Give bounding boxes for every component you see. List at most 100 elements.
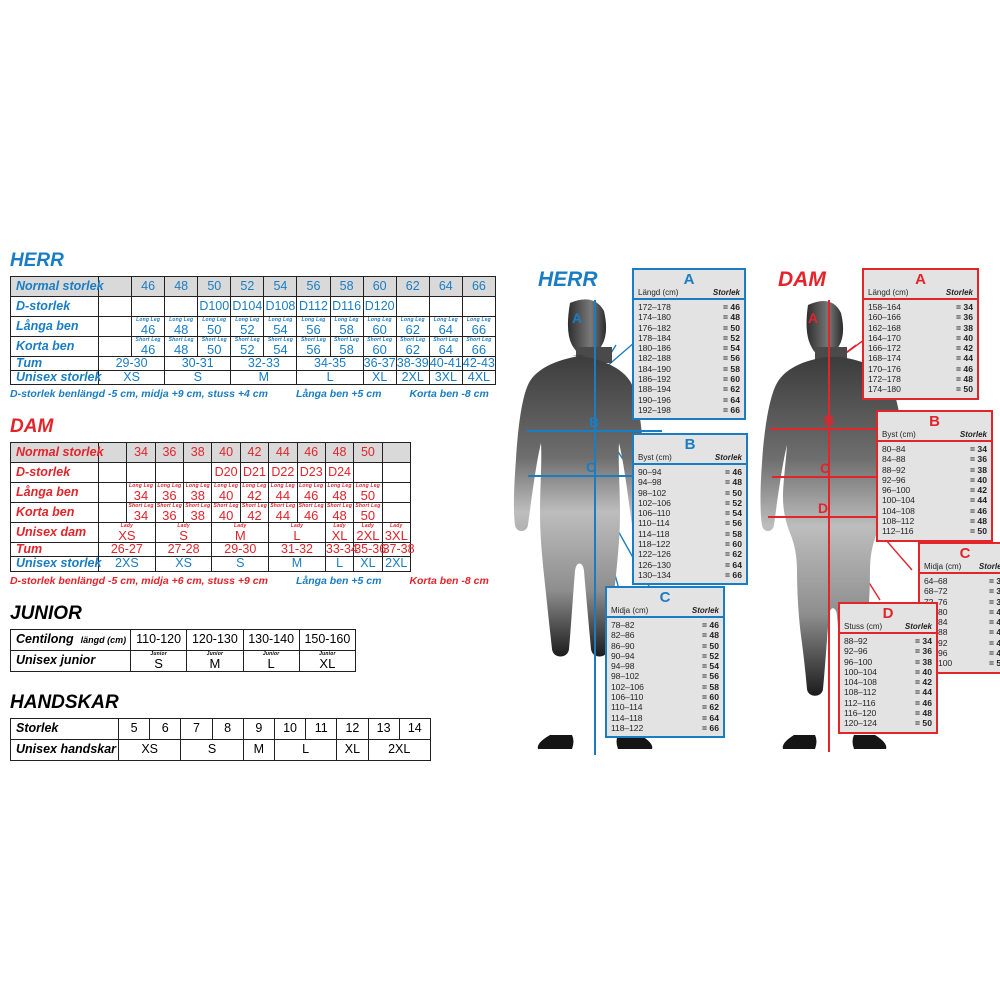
measure-size: = 48	[970, 516, 987, 527]
measure-row: 114–118 = 58	[638, 529, 742, 539]
measure-size: = 44	[970, 495, 987, 506]
table-cell	[131, 296, 166, 317]
table-cell: 32-33	[230, 355, 298, 372]
measure-range: 112–116	[882, 526, 914, 537]
cell-value: 50	[207, 342, 222, 357]
measure-size: = 38	[970, 464, 987, 475]
measure-range: 92–96	[844, 646, 868, 657]
measure-row: 102–106 = 58	[611, 682, 719, 692]
measure-row: 100–104 = 40	[844, 667, 932, 677]
table-row: Normal storlek 34 36 38 40 42 44 46 48 50	[10, 442, 411, 464]
measure-size: = 42	[989, 617, 1000, 628]
measure-row: 162–168 = 38	[868, 323, 973, 333]
dam-footnote-2: Korta ben -8 cm	[409, 574, 489, 587]
cell-value: 40	[218, 508, 234, 524]
measure-size: = 36	[989, 586, 1000, 597]
table-cell: 31-32	[268, 542, 326, 558]
measure-size: = 62	[723, 384, 740, 395]
table-cell: S	[211, 556, 270, 572]
cell-value: 48	[332, 508, 347, 524]
table-cell: L	[273, 738, 338, 761]
table-cell: XL	[353, 556, 383, 572]
row-label: Korta ben	[10, 502, 99, 524]
measure-size: = 44	[989, 627, 1000, 638]
cell-value: S	[179, 528, 188, 544]
cell-tag: Short Leg	[168, 337, 194, 343]
cell-value: 46	[140, 322, 156, 337]
measure-size: = 46	[725, 467, 742, 477]
measure-size: = 36	[970, 454, 987, 465]
table-cell: Junior L	[242, 649, 300, 672]
table-cell	[97, 462, 128, 484]
table-cell: 2XL	[367, 738, 431, 761]
cell-tag: Lady	[361, 523, 375, 530]
table-cell: D22	[268, 462, 298, 484]
table-cell	[395, 296, 430, 317]
cell-value: 64	[438, 322, 454, 337]
cell-tag: Short Leg	[367, 337, 393, 343]
measure-size: = 60	[723, 374, 740, 385]
measure-box-letter: A	[915, 271, 926, 288]
table-cell: 35-36	[353, 542, 387, 558]
table-cell: 36-37	[362, 355, 397, 372]
table-cell: 130-140	[242, 628, 300, 651]
table-cell: 27-28	[154, 542, 213, 558]
cell-tag: Short Leg	[156, 503, 182, 510]
row-label: Unisex storlek	[10, 556, 101, 572]
table-cell: Long Leg 34	[126, 482, 156, 504]
table-cell: 40-41	[428, 355, 463, 372]
measure-box-rows: 88–92 = 34 92–96 = 36 96–100 = 38 100–104 = 40 1…	[840, 634, 936, 732]
table-cell: M	[242, 738, 275, 761]
table-row: Korta ben Short Leg 34 Short Leg 36 Short Le…	[10, 502, 411, 524]
measure-range: 182–188	[638, 353, 671, 364]
measure-range: 94–98	[638, 477, 662, 488]
measure-size: = 40	[970, 474, 987, 485]
measure-range: 108–112	[844, 687, 877, 698]
table-cell: 7	[180, 717, 213, 740]
table-cell	[164, 296, 199, 317]
measure-row: 168–174 = 44	[868, 353, 973, 363]
measure-size: = 44	[915, 687, 932, 698]
cell-tag: Long Leg	[355, 483, 380, 490]
measure-row: 120–124 = 50	[844, 718, 932, 728]
cell-tag: Junior	[262, 651, 280, 657]
table-cell: Lady S	[154, 522, 213, 544]
measure-size: = 62	[702, 702, 719, 713]
cell-value: 48	[332, 488, 347, 504]
measure-row: 106–110 = 54	[638, 508, 742, 518]
measure-row: 122–126 = 62	[638, 549, 742, 559]
measure-size: = 46	[915, 697, 932, 708]
measure-range: 172–178	[868, 374, 901, 385]
table-cell: 8	[211, 717, 244, 740]
dam-mark-b: B	[824, 412, 835, 428]
table-cell: Short Leg 34	[126, 502, 156, 524]
measure-range: 104–108	[882, 505, 915, 516]
table-cell: 38-39	[395, 355, 430, 372]
table-cell: Short Leg 52	[230, 336, 265, 357]
measure-box-letter: C	[959, 545, 971, 562]
cell-tag: Long Leg	[327, 483, 352, 490]
table-cell: Lady L	[268, 522, 326, 544]
cell-tag: Junior	[319, 651, 336, 657]
herr-line-center-lower	[594, 455, 596, 755]
table-cell: XL	[362, 370, 397, 386]
measure-box-rows: 78–82 = 46 82–86 = 48 86–90 = 50 90–94 = 52 94–9…	[607, 618, 723, 736]
table-cell: Short Leg 46	[131, 336, 166, 357]
measure-range: 86–90	[611, 640, 635, 651]
table-cell	[97, 336, 133, 357]
measure-box-dam-d: D Stuss (cm) Storlek 88–92 = 34 92–96 = 36 96–1…	[838, 602, 938, 734]
table-cell: Short Leg 64	[428, 336, 463, 357]
dam-footnotes: D-storlek benlängd -5 cm, midja +6 cm, s…	[10, 575, 500, 587]
measure-row: 110–114 = 56	[638, 518, 742, 528]
measure-size: = 46	[723, 302, 740, 312]
table-cell: D20	[211, 462, 241, 484]
herr-mark-c: C	[586, 459, 597, 475]
measure-box-header: Stuss (cm) Storlek	[840, 622, 936, 634]
cell-value: 54	[273, 322, 288, 337]
measure-row: 108–112 = 44	[844, 687, 932, 697]
table-row: Unisex storlek 2XS XS S M L XL 2XL	[10, 556, 411, 572]
table-cell: Long Leg 64	[428, 316, 463, 337]
measure-size: = 58	[725, 528, 742, 539]
measure-range: 178–184	[638, 332, 671, 343]
cell-tag: Long Leg	[299, 483, 324, 490]
